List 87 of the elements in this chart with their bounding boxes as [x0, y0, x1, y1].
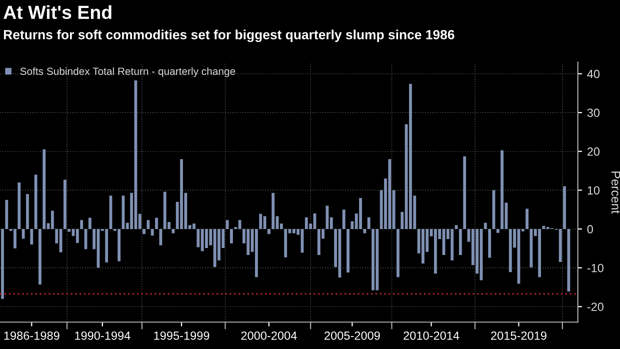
y-tick-label: -10: [587, 264, 604, 272]
bar: [146, 220, 150, 229]
bar: [192, 224, 196, 229]
bar: [63, 180, 66, 229]
bar: [376, 228, 379, 290]
x-tick-label: 1990-1994: [75, 331, 130, 340]
bar: [272, 192, 275, 229]
y-tick-label: -20: [587, 302, 604, 311]
bar: [238, 220, 242, 229]
bar: [142, 228, 146, 234]
bar: [80, 220, 84, 229]
bar: [317, 228, 320, 255]
bar: [563, 186, 566, 229]
bar: [180, 159, 183, 229]
bar: [367, 217, 370, 229]
bar: [363, 228, 366, 234]
bar: [422, 228, 424, 264]
y-tick-label: 20: [587, 147, 600, 156]
bar: [409, 84, 412, 229]
bar: [88, 218, 92, 229]
bar: [1, 228, 4, 299]
y-axis-title: Percent: [611, 172, 620, 214]
y-tick-label: 0: [587, 225, 593, 234]
bar: [150, 228, 154, 236]
legend-label: Softs Subindex Total Return - quarterly change: [20, 67, 236, 78]
bar: [450, 228, 454, 260]
bar: [267, 228, 270, 234]
x-tick-label: 2000-2004: [241, 331, 297, 340]
bar: [488, 228, 492, 258]
bar: [26, 194, 29, 229]
bar: [159, 228, 162, 246]
bar: [230, 228, 233, 244]
x-tick-label: 2010-2014: [404, 331, 460, 340]
x-tick-label: 2015-2019: [491, 331, 546, 340]
bar: [196, 228, 200, 248]
chart-subtitle: Returns for soft commodities set for biggest quarterly slump since 1986: [4, 30, 454, 42]
x-tick-label: 1986-1989: [4, 331, 60, 340]
chart-title: At Wit's End: [4, 5, 112, 20]
bar: [205, 228, 208, 248]
bar: [200, 228, 204, 252]
bar: [38, 228, 42, 284]
bar: [213, 228, 216, 268]
bar: [558, 228, 562, 262]
bar: [396, 228, 400, 278]
x-tick-label: 1995-1999: [154, 331, 210, 340]
bar: [292, 228, 296, 234]
bar: [526, 208, 529, 229]
bar: [5, 200, 8, 229]
bar: [105, 228, 108, 262]
y-tick-label: 40: [587, 70, 600, 78]
bar: [42, 149, 46, 229]
bar: [155, 218, 158, 229]
bar: [484, 222, 487, 229]
bar: [458, 228, 462, 255]
bar: [14, 228, 16, 248]
bar: [388, 159, 392, 229]
bar: [508, 228, 512, 272]
bar: [434, 228, 437, 274]
bar: [342, 210, 346, 229]
bar: [68, 228, 71, 232]
bar: [359, 198, 362, 229]
bar: [76, 228, 79, 243]
bar: [34, 174, 38, 229]
bar: [30, 228, 34, 245]
bar: [463, 156, 466, 229]
bar: [51, 210, 54, 229]
bar: [496, 228, 500, 233]
bar: [22, 228, 25, 239]
bar: [538, 228, 541, 278]
bar: [372, 228, 374, 290]
bar: [567, 228, 570, 292]
bar: [254, 228, 258, 278]
bar: [259, 214, 262, 229]
y-tick-label: 30: [587, 108, 600, 117]
bar: [18, 182, 21, 229]
bar: [284, 228, 288, 258]
bar: [172, 228, 175, 234]
bar: [542, 226, 546, 229]
bar: [304, 217, 308, 229]
bar: [163, 192, 166, 229]
bar: [346, 228, 350, 272]
bar: [500, 150, 504, 229]
bar: [118, 228, 121, 262]
bar: [246, 228, 250, 255]
x-tick-label: 2005-2009: [324, 331, 380, 340]
bar: [226, 220, 229, 229]
y-tick-label: 10: [588, 186, 600, 195]
